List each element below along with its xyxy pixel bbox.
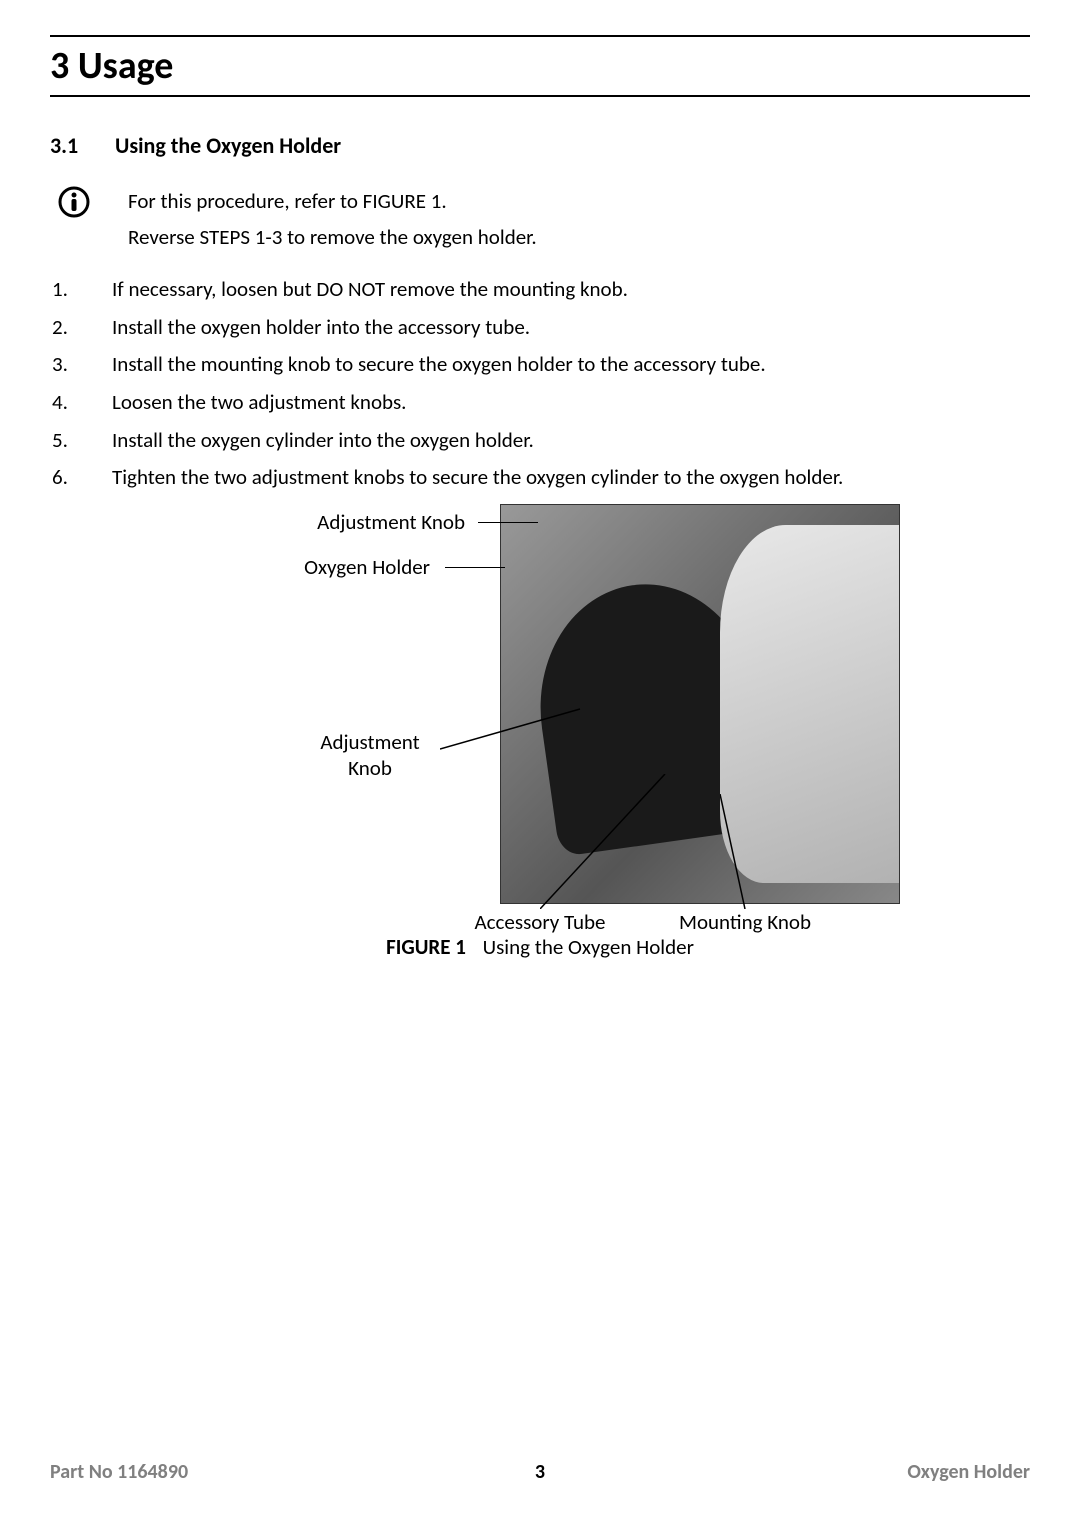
step-item: Loosen the two adjustment knobs. <box>50 386 1030 419</box>
leader-line <box>445 567 505 569</box>
section-number: 3.1 <box>50 132 110 159</box>
steps-list: If necessary, loosen but DO NOT remove t… <box>50 273 1030 493</box>
section-title: Using the Oxygen Holder <box>115 132 341 159</box>
chapter-title: 3 Usage <box>50 41 1030 91</box>
chapter-number: 3 <box>50 43 69 89</box>
footer-doc-title: Oxygen Holder <box>907 1460 1030 1484</box>
label-accessory-tube: Accessory Tube <box>450 909 630 935</box>
step-item: Install the oxygen cylinder into the oxy… <box>50 424 1030 457</box>
figure-caption-label: FIGURE 1 <box>386 934 466 960</box>
label-oxygen-holder: Oxygen Holder <box>250 554 430 580</box>
figure-caption: FIGURE 1 Using the Oxygen Holder <box>50 934 1030 960</box>
figure-caption-text: Using the Oxygen Holder <box>483 934 694 960</box>
step-item: If necessary, loosen but DO NOT remove t… <box>50 273 1030 306</box>
leader-line <box>540 774 680 909</box>
footer-part-no: Part No 1164890 <box>50 1460 188 1484</box>
section-heading: 3.1 Using the Oxygen Holder <box>50 132 1030 159</box>
info-icon <box>58 186 90 223</box>
label-adjustment-knob-top: Adjustment Knob <box>265 509 465 535</box>
label-adjustment-knob-side: Adjustment Knob <box>305 729 435 781</box>
top-rule <box>50 35 1030 37</box>
leader-line <box>720 794 780 909</box>
bottom-rule <box>50 95 1030 97</box>
info-block: For this procedure, refer to FIGURE 1. R… <box>50 184 1030 255</box>
label-mounting-knob: Mounting Knob <box>655 909 835 935</box>
chapter-name: Usage <box>78 43 173 89</box>
figure-1: Adjustment Knob Oxygen Holder Adjustment… <box>50 504 1030 1044</box>
leader-line <box>478 522 538 524</box>
leader-line <box>440 704 590 764</box>
step-item: Tighten the two adjustment knobs to secu… <box>50 461 1030 494</box>
footer-page-number: 3 <box>535 1460 545 1484</box>
info-text: For this procedure, refer to FIGURE 1. R… <box>128 184 537 255</box>
step-item: Install the oxygen holder into the acces… <box>50 311 1030 344</box>
info-line-2: Reverse STEPS 1-3 to remove the oxygen h… <box>128 220 537 256</box>
page-footer: Part No 1164890 3 Oxygen Holder <box>50 1460 1030 1484</box>
step-item: Install the mounting knob to secure the … <box>50 348 1030 381</box>
info-line-1: For this procedure, refer to FIGURE 1. <box>128 184 537 220</box>
